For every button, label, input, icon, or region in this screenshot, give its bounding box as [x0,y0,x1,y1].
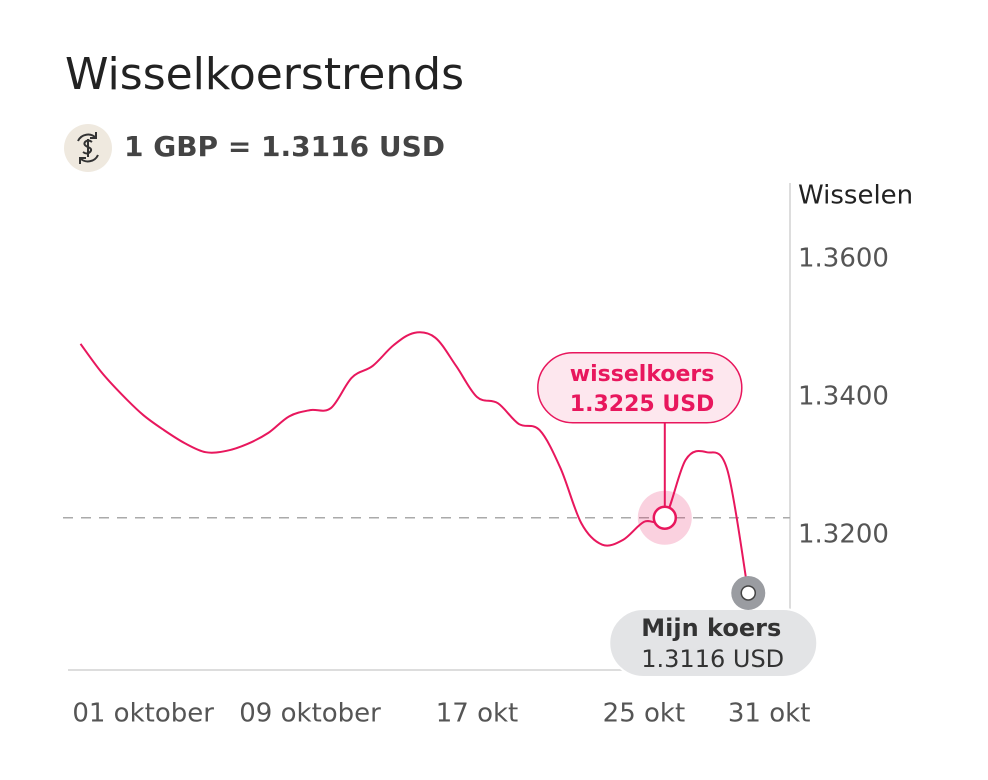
my-rate-label: Mijn koers [641,614,781,642]
annotation-box [537,352,743,424]
x-tick-label: 31 okt [728,699,811,729]
rate-marker [652,505,678,530]
chart-title: Wisselkoerstrends [65,49,464,100]
annotation-value: 1.3225 USD [570,392,715,417]
y-tick-label: 1.3200 [798,520,889,550]
exchange-icon [64,124,112,172]
my-rate-box [608,607,819,678]
my-rate-marker [740,585,757,601]
annotation-label: wisselkoers [570,362,715,387]
x-tick-label: 09 oktober [239,699,381,729]
my-rate-value: 1.3116 USD [641,645,784,673]
y-tick-label: 1.3600 [798,244,889,274]
x-tick-label: 17 okt [436,699,519,729]
subtitle: 1 GBP = 1.3116 USD [124,130,445,163]
y-tick-label: 1.3400 [798,382,889,412]
x-tick-label: 25 okt [603,699,686,729]
rate-line [79,331,750,594]
y-axis-label: Wisselen [798,181,913,211]
x-tick-label: 01 oktober [72,699,214,729]
